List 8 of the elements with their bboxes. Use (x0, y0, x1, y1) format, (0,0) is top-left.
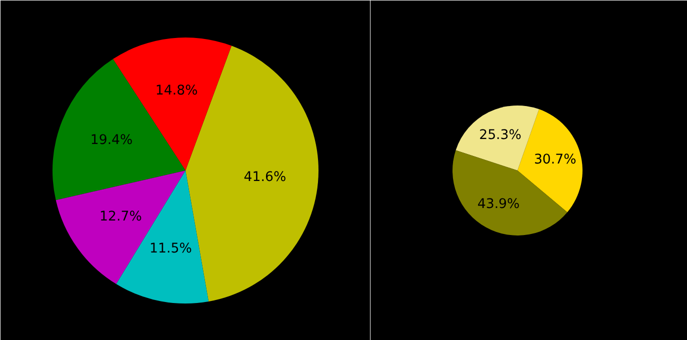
data-label: 30.7% (534, 152, 576, 168)
data-label: 12.7% (100, 210, 142, 225)
data-label: 19.4% (90, 133, 133, 148)
data-label: 14.8% (155, 84, 198, 99)
data-label: 25.3% (479, 128, 522, 144)
data-label: 43.9% (477, 197, 520, 212)
data-label: 11.5% (150, 241, 192, 256)
data-label: 41.6% (244, 170, 286, 186)
